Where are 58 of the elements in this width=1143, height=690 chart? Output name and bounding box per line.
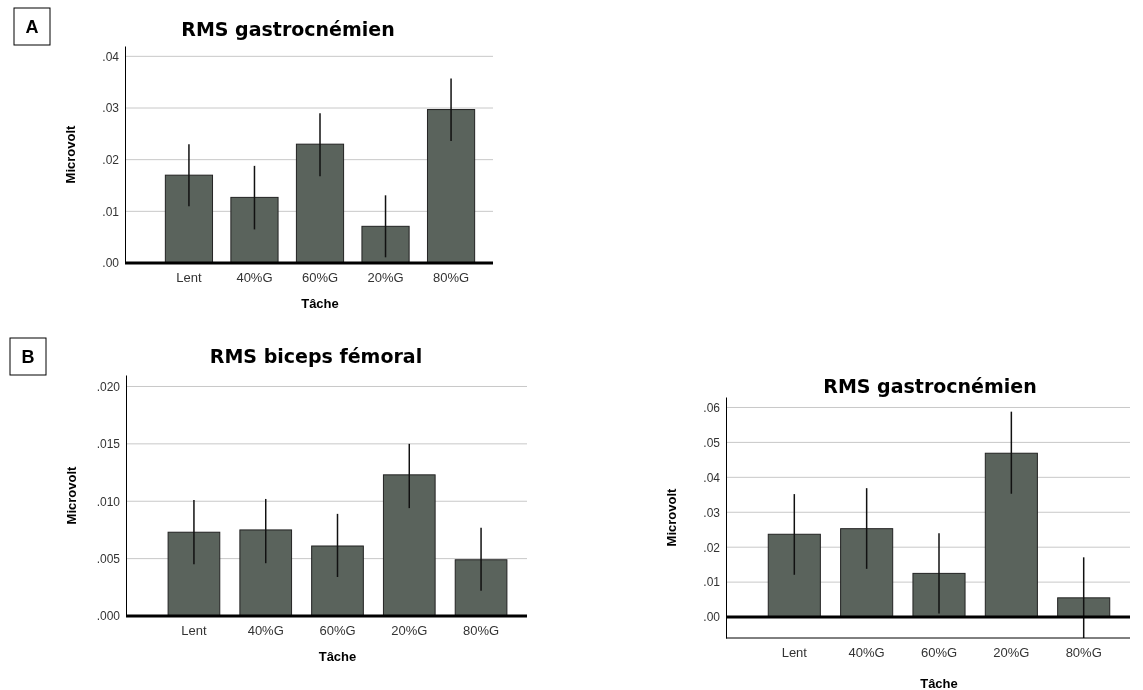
x-tick-label: Lent	[781, 645, 808, 661]
y-tick-label: .02	[102, 153, 120, 168]
bar	[454, 559, 508, 617]
x-tick-label: 80%G	[1065, 645, 1102, 661]
x-tick-label: 80%G	[432, 270, 470, 286]
x-tick-label: 80%G	[462, 623, 500, 639]
y-axis-title: Microvolt	[664, 487, 679, 547]
y-tick-label: .015	[96, 437, 121, 452]
x-tick-label: Lent	[176, 270, 202, 286]
y-tick-label: .000	[96, 609, 121, 624]
bar	[164, 174, 214, 264]
chart-title: RMS biceps fémoral	[209, 345, 423, 367]
y-tick-label: .05	[703, 435, 721, 450]
bar	[167, 531, 221, 617]
x-tick-label: 20%G	[367, 270, 404, 286]
chart-title: RMS gastrocnémien	[181, 18, 395, 40]
bar	[230, 196, 279, 264]
y-tick-label: .00	[102, 256, 120, 271]
bar	[426, 109, 476, 264]
bar	[295, 143, 345, 264]
chart-title: RMS gastrocnémien	[823, 375, 1037, 397]
bar	[984, 452, 1038, 618]
y-tick-label: .06	[703, 400, 721, 415]
bar	[912, 572, 966, 618]
x-tick-label: Lent	[181, 623, 207, 639]
y-tick-label: .005	[96, 551, 121, 566]
y-tick-label: .04	[703, 470, 721, 485]
y-tick-label: .03	[102, 101, 120, 116]
bar	[840, 528, 894, 618]
bar	[382, 474, 436, 617]
text: B	[21, 347, 35, 367]
text: A	[25, 17, 39, 37]
y-tick-label: .01	[102, 204, 120, 219]
bar	[311, 545, 364, 617]
x-tick-label: 40%G	[236, 270, 273, 286]
bar	[361, 225, 410, 264]
bar	[1057, 597, 1111, 618]
x-tick-label: 20%G	[391, 623, 428, 639]
y-axis-title: Microvolt	[63, 124, 78, 184]
y-tick-label: .020	[96, 379, 121, 394]
bar	[239, 529, 293, 617]
y-tick-label: .04	[102, 49, 120, 64]
x-tick-label: 60%G	[920, 645, 958, 661]
bar	[767, 533, 821, 618]
y-tick-label: .02	[703, 540, 721, 555]
y-tick-label: .010	[96, 494, 121, 509]
x-tick-label: 40%G	[247, 623, 284, 639]
y-tick-label: .03	[703, 505, 721, 520]
x-axis-title: Tâche	[920, 676, 958, 690]
x-tick-label: 60%G	[319, 623, 356, 639]
x-axis-title: Tâche	[301, 296, 339, 311]
x-tick-label: 60%G	[301, 270, 339, 286]
x-tick-label: 20%G	[993, 645, 1030, 661]
x-axis-title: Tâche	[318, 649, 357, 664]
y-tick-label: .00	[703, 610, 721, 625]
y-tick-label: .01	[703, 575, 721, 590]
y-axis-title: Microvolt	[64, 465, 79, 525]
x-tick-label: 40%G	[848, 645, 885, 661]
